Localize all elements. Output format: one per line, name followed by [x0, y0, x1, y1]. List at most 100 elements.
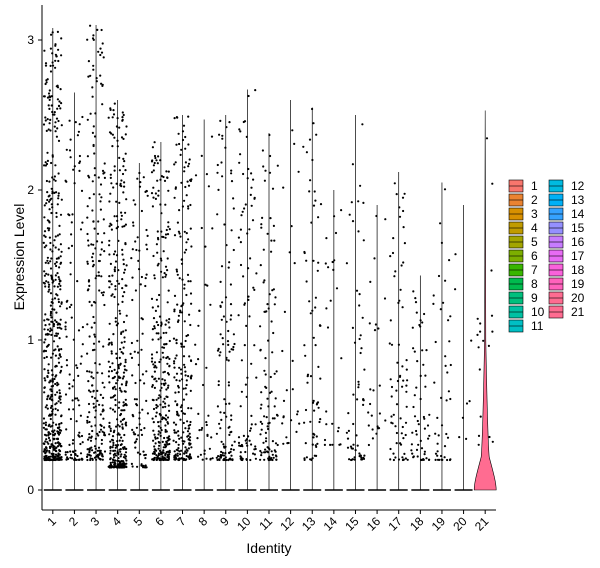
cell-point [252, 178, 255, 181]
cell-point [161, 346, 164, 349]
cell-point [59, 213, 63, 216]
cell-point [120, 136, 124, 139]
cell-point [87, 402, 91, 406]
cell-point [96, 371, 99, 374]
cell-point [384, 218, 387, 221]
cell-point [255, 376, 258, 379]
cell-point [43, 386, 46, 389]
cell-point [254, 457, 257, 460]
cell-point [103, 303, 106, 307]
cell-point [130, 462, 133, 465]
cell-point [54, 354, 58, 357]
cell-point [326, 326, 330, 329]
cell-point [65, 458, 68, 461]
cell-point [230, 448, 233, 451]
cell-point [161, 458, 165, 461]
cell-point [115, 182, 118, 185]
cell-point [207, 185, 210, 188]
cell-point [229, 318, 232, 321]
cell-point [122, 157, 125, 160]
cell-point [252, 452, 255, 455]
cell-point [179, 368, 183, 371]
cell-point [90, 304, 93, 307]
x-tick-label: 7 [174, 514, 189, 529]
cell-point [167, 436, 170, 439]
cell-point [268, 133, 271, 137]
cell-point [130, 257, 133, 260]
cell-point [420, 447, 424, 450]
cell-point [419, 397, 422, 401]
cell-point [145, 228, 148, 232]
cell-point [263, 310, 266, 313]
cell-point [375, 432, 378, 435]
cell-point [285, 436, 288, 439]
cell-point [101, 169, 105, 172]
cell-point [50, 404, 53, 408]
cell-point [138, 417, 141, 420]
cell-point [92, 125, 95, 128]
cell-point [87, 389, 91, 392]
x-tick-label: 6 [152, 514, 167, 529]
cell-point [137, 351, 140, 354]
cell-point [314, 296, 317, 299]
cell-point [123, 463, 126, 466]
cell-point [329, 299, 332, 302]
cell-point [48, 200, 51, 203]
cell-point [319, 377, 322, 380]
cell-point [120, 211, 123, 214]
cell-point [48, 397, 52, 400]
cell-point [48, 458, 52, 461]
y-tick-label: 3 [27, 33, 34, 47]
cell-point [434, 432, 437, 435]
cell-point [179, 453, 182, 456]
cell-point [249, 429, 252, 432]
cell-point [333, 259, 336, 262]
cell-point [186, 430, 190, 433]
cell-point [167, 321, 170, 324]
cell-point [124, 152, 127, 155]
cell-point [354, 449, 357, 452]
cell-point [48, 449, 51, 453]
cell-point [86, 118, 89, 121]
legend-label: 11 [531, 319, 544, 333]
cell-point [43, 270, 46, 273]
cell-point [357, 386, 360, 389]
cell-point [233, 440, 236, 443]
cell-point [110, 132, 113, 135]
cell-point [159, 389, 162, 392]
cell-point [425, 457, 428, 460]
cell-point [423, 450, 426, 453]
cell-point [254, 445, 257, 448]
cell-point [91, 209, 94, 212]
cell-point [196, 437, 199, 440]
cell-point [114, 446, 117, 449]
cell-point [293, 142, 296, 145]
cell-point [285, 389, 288, 392]
cell-point [114, 462, 117, 465]
cell-point [50, 329, 53, 332]
legend-label: 5 [531, 235, 538, 249]
cell-point [168, 357, 171, 360]
cell-point [108, 239, 111, 242]
cell-point [230, 229, 233, 232]
cell-point [200, 428, 203, 431]
cell-point [88, 197, 91, 200]
cell-point [259, 264, 262, 267]
cell-point [44, 349, 48, 353]
cell-point [125, 380, 128, 383]
cell-point [447, 390, 450, 393]
cell-point [51, 190, 54, 193]
cell-point [117, 457, 120, 460]
cell-point [112, 386, 115, 389]
cell-point [194, 363, 198, 366]
cell-point [52, 458, 55, 462]
cell-point [113, 368, 116, 371]
cell-point [291, 359, 294, 362]
cell-point [45, 355, 48, 359]
cell-point [416, 455, 419, 458]
cell-point [232, 448, 235, 451]
cell-point [136, 465, 139, 468]
cell-point [175, 431, 178, 434]
cell-point [417, 443, 420, 446]
cell-point [183, 251, 186, 254]
